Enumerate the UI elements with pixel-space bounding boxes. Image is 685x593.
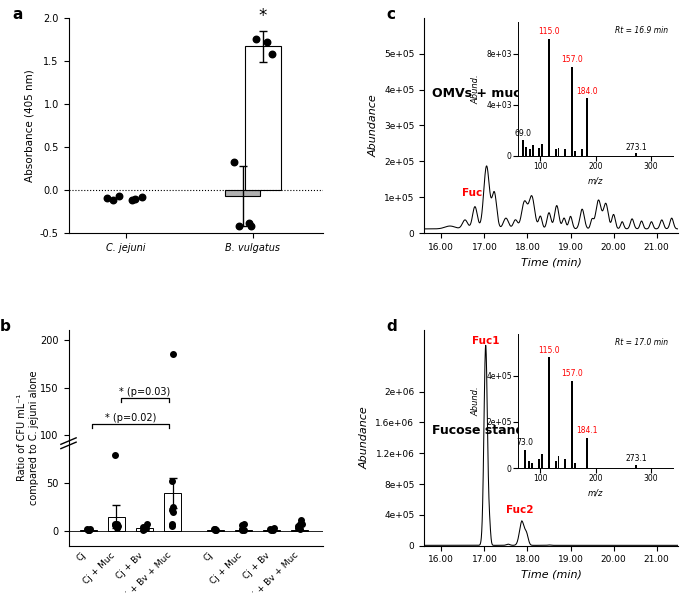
Bar: [292, 530, 308, 531]
Point: [83, 525, 94, 535]
Point: [138, 522, 149, 532]
Point: [296, 519, 307, 529]
Point: [228, 157, 239, 167]
Point: [211, 525, 222, 534]
Bar: [79, 530, 97, 531]
Point: [210, 524, 221, 534]
Text: Fuc1: Fuc1: [471, 336, 499, 346]
Point: [266, 525, 277, 535]
Point: [137, 192, 148, 202]
Point: [84, 525, 95, 534]
Bar: [108, 517, 125, 531]
Point: [127, 195, 138, 205]
Point: [246, 222, 257, 231]
Y-axis label: Absorbance (405 nm): Absorbance (405 nm): [25, 69, 34, 182]
Text: * (p=0.02): * (p=0.02): [105, 413, 156, 423]
Point: [112, 524, 123, 533]
Point: [237, 525, 248, 535]
Point: [264, 525, 275, 534]
Point: [266, 49, 277, 59]
Point: [138, 525, 149, 534]
Point: [238, 525, 249, 535]
Point: [243, 218, 254, 228]
Point: [267, 525, 278, 535]
Point: [141, 519, 152, 528]
Point: [233, 222, 244, 231]
Text: Fuc2: Fuc2: [506, 505, 534, 521]
Y-axis label: Abundance: Abundance: [360, 406, 370, 469]
Point: [109, 521, 120, 530]
Bar: [136, 528, 153, 531]
Point: [112, 519, 123, 528]
X-axis label: Time (min): Time (min): [521, 257, 582, 267]
Text: Fucose standard: Fucose standard: [432, 423, 547, 436]
Text: OMVs + mucin: OMVs + mucin: [432, 88, 534, 100]
Text: b: b: [0, 320, 11, 334]
Text: * (p=0.03): * (p=0.03): [119, 387, 171, 397]
Point: [295, 525, 306, 534]
Point: [167, 477, 178, 486]
Text: c: c: [386, 7, 395, 22]
Point: [167, 502, 178, 512]
Point: [82, 525, 93, 535]
Point: [138, 525, 149, 535]
Point: [295, 515, 306, 524]
Point: [82, 524, 92, 534]
Y-axis label: Abundance: Abundance: [369, 94, 379, 157]
Point: [101, 193, 112, 203]
Bar: [245, 46, 281, 190]
Text: a: a: [12, 7, 23, 22]
Point: [129, 194, 140, 203]
Point: [261, 37, 272, 47]
Bar: [235, 530, 252, 531]
Point: [209, 525, 220, 534]
Point: [84, 525, 95, 534]
Text: d: d: [386, 320, 397, 334]
Point: [114, 192, 125, 201]
Point: [140, 524, 151, 533]
Point: [292, 524, 303, 533]
Point: [168, 349, 179, 359]
Point: [236, 521, 247, 530]
Bar: [263, 530, 280, 531]
Point: [166, 522, 177, 531]
Point: [268, 524, 279, 533]
X-axis label: Time (min): Time (min): [521, 570, 582, 580]
Bar: [207, 530, 224, 531]
Bar: [225, 190, 260, 196]
Point: [112, 522, 123, 531]
Point: [238, 519, 249, 528]
Y-axis label: Ratio of CFU mL⁻¹
compared to C. jejuni alone: Ratio of CFU mL⁻¹ compared to C. jejuni …: [17, 371, 39, 505]
Point: [295, 519, 306, 528]
Point: [210, 525, 221, 535]
Point: [166, 505, 177, 515]
Point: [268, 525, 279, 534]
Point: [166, 519, 177, 529]
Text: *: *: [259, 7, 267, 25]
Point: [236, 525, 247, 534]
Point: [293, 522, 304, 531]
Text: Fuc: Fuc: [462, 187, 482, 197]
Point: [251, 34, 262, 44]
Point: [109, 519, 120, 529]
Point: [138, 525, 149, 534]
Point: [168, 507, 179, 517]
Bar: [164, 493, 182, 531]
Point: [108, 196, 119, 205]
Point: [110, 450, 121, 460]
